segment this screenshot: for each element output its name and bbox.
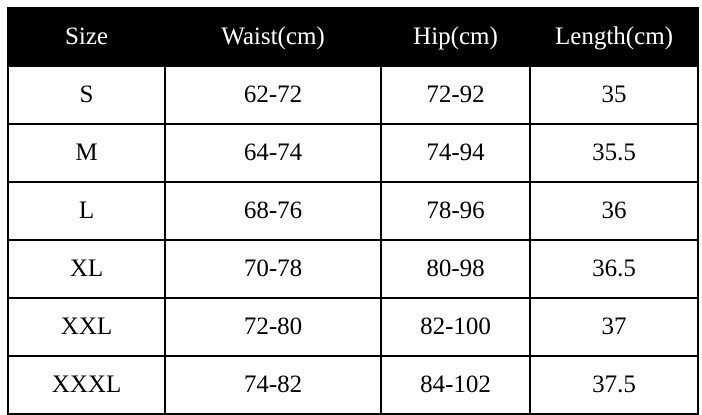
table-row: XXL 72-80 82-100 37 bbox=[9, 299, 697, 355]
cell-hip: 84-102 bbox=[382, 357, 529, 413]
cell-length: 37 bbox=[531, 299, 697, 355]
header-size: Size bbox=[9, 9, 164, 65]
cell-waist: 62-72 bbox=[166, 67, 380, 123]
table-body: S 62-72 72-92 35 M 64-74 74-94 35.5 L 68… bbox=[9, 67, 697, 413]
header-length: Length(cm) bbox=[531, 9, 697, 65]
table-row: L 68-76 78-96 36 bbox=[9, 183, 697, 239]
cell-hip: 72-92 bbox=[382, 67, 529, 123]
table-row: XXXL 74-82 84-102 37.5 bbox=[9, 357, 697, 413]
cell-size: XXL bbox=[9, 299, 164, 355]
cell-size: S bbox=[9, 67, 164, 123]
table-row: XL 70-78 80-98 36.5 bbox=[9, 241, 697, 297]
cell-length: 36.5 bbox=[531, 241, 697, 297]
cell-length: 36 bbox=[531, 183, 697, 239]
cell-waist: 64-74 bbox=[166, 125, 380, 181]
cell-size: XL bbox=[9, 241, 164, 297]
cell-hip: 82-100 bbox=[382, 299, 529, 355]
header-hip: Hip(cm) bbox=[382, 9, 529, 65]
cell-waist: 72-80 bbox=[166, 299, 380, 355]
cell-length: 35 bbox=[531, 67, 697, 123]
header-waist: Waist(cm) bbox=[166, 9, 380, 65]
table-row: S 62-72 72-92 35 bbox=[9, 67, 697, 123]
cell-hip: 80-98 bbox=[382, 241, 529, 297]
cell-size: L bbox=[9, 183, 164, 239]
cell-size: M bbox=[9, 125, 164, 181]
table-row: M 64-74 74-94 35.5 bbox=[9, 125, 697, 181]
header-row: Size Waist(cm) Hip(cm) Length(cm) bbox=[9, 9, 697, 65]
cell-hip: 78-96 bbox=[382, 183, 529, 239]
cell-hip: 74-94 bbox=[382, 125, 529, 181]
cell-waist: 74-82 bbox=[166, 357, 380, 413]
cell-length: 37.5 bbox=[531, 357, 697, 413]
cell-size: XXXL bbox=[9, 357, 164, 413]
cell-waist: 68-76 bbox=[166, 183, 380, 239]
table-header: Size Waist(cm) Hip(cm) Length(cm) bbox=[9, 9, 697, 65]
cell-length: 35.5 bbox=[531, 125, 697, 181]
cell-waist: 70-78 bbox=[166, 241, 380, 297]
size-chart-table: Size Waist(cm) Hip(cm) Length(cm) S 62-7… bbox=[7, 7, 699, 415]
